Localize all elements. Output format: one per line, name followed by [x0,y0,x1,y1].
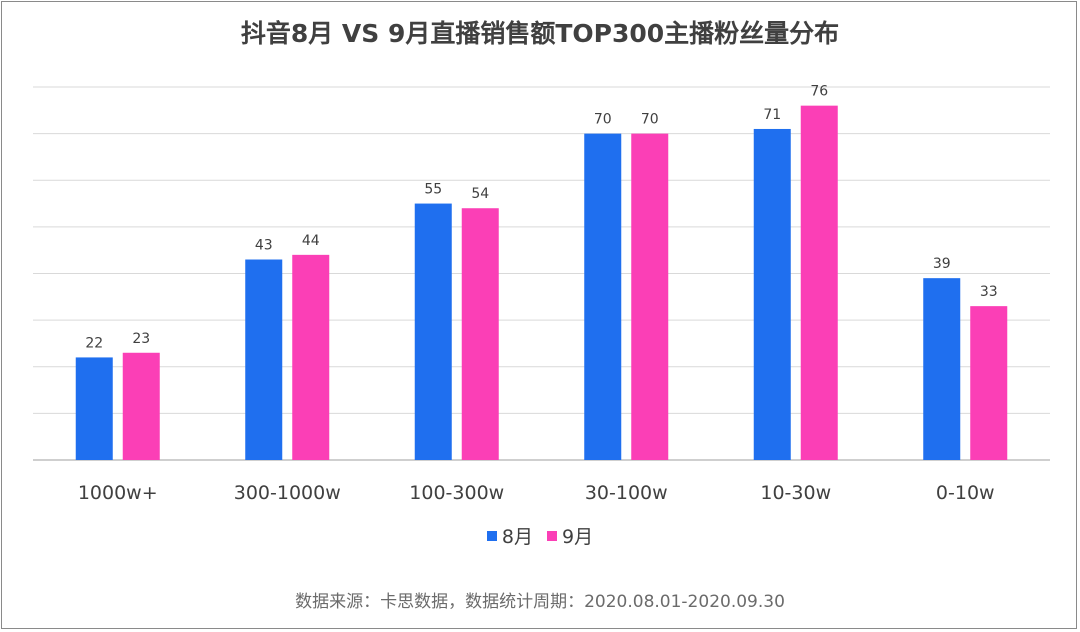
chart-title: 抖音8月 VS 9月直播销售额TOP300主播粉丝量分布 [240,19,840,48]
data-label: 54 [471,186,489,202]
x-tick-label: 10-30w [760,482,831,504]
bar-sep [800,105,838,461]
x-tick-label: 30-100w [585,482,668,504]
legend-swatch-sep [547,530,557,541]
data-label: 70 [594,112,612,128]
data-label: 39 [933,256,951,272]
bar-aug [414,203,452,460]
legend-swatch-aug [486,530,497,541]
source-note: 数据来源：卡思数据，数据统计周期：2020.08.01-2020.09.30 [295,592,785,612]
bar-sep [122,352,160,460]
legend-label-aug: 8月 [501,526,533,548]
bar-sep [970,306,1008,460]
data-label: 22 [85,335,103,351]
data-label: 76 [810,84,828,100]
bar-sep [631,133,669,460]
data-label: 23 [132,331,150,347]
x-tick-label: 1000w+ [78,482,158,504]
data-label: 44 [302,233,320,249]
bar-aug [584,133,622,460]
data-label: 55 [424,182,442,198]
legend-item-aug: 8月 [486,522,533,549]
chart-legend: 8月 9月 [0,522,1080,549]
bar-aug [245,259,283,460]
data-label: 71 [763,107,781,123]
data-label: 33 [980,284,998,300]
bar-sep [461,208,499,460]
bar-aug [923,278,961,460]
x-tick-label: 0-10w [936,482,995,504]
legend-item-sep: 9月 [547,522,593,549]
legend-label-sep: 9月 [562,526,594,548]
data-label: 43 [255,238,273,254]
x-tick-label: 300-1000w [234,482,341,504]
x-tick-label: 100-300w [409,482,504,504]
data-label: 70 [641,112,659,128]
bar-sep [292,254,330,460]
bar-aug [753,128,791,460]
bar-aug [75,357,113,460]
